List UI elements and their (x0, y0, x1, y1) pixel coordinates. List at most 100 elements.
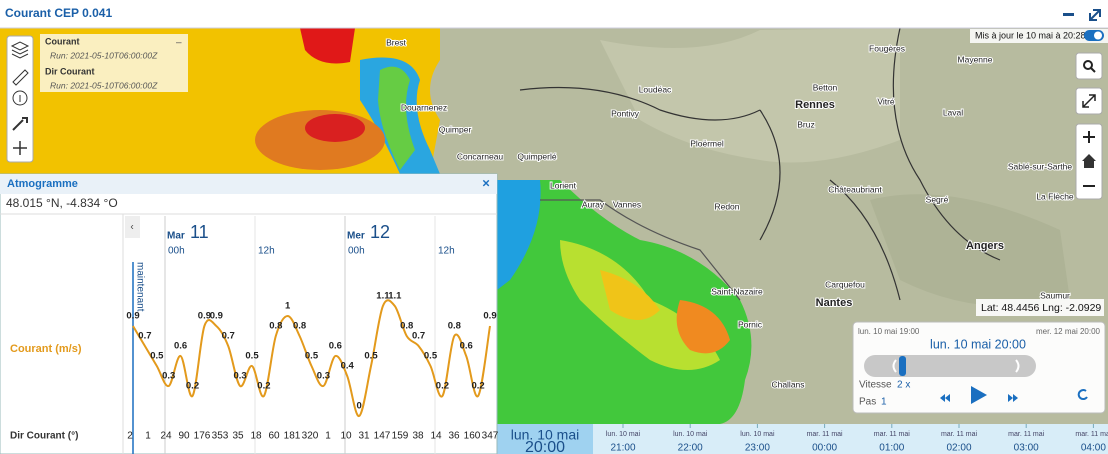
draw-button[interactable] (12, 69, 29, 86)
direction-value: 176 (194, 431, 211, 442)
timeline-date: lun. 10 mai (740, 431, 775, 438)
atmogramme-title: Atmogramme (7, 178, 78, 190)
data-label: 0.8 (448, 321, 461, 332)
atmogramme-location: 48.015 °N, -4.834 °O (6, 196, 118, 210)
timeline-time: 02:00 (946, 443, 971, 454)
direction-value: 159 (392, 431, 409, 442)
time-player: lun. 10 mai 19:00 mer. 12 mai 20:00 lun.… (852, 321, 1106, 414)
timeline-time: 22:00 (678, 443, 703, 454)
border (519, 27, 1001, 301)
app-title: Courant CEP 0.041 (5, 6, 112, 20)
place-label: Pontivy (611, 108, 640, 118)
fullscreen-glyph (1082, 94, 1096, 108)
tools-button[interactable] (12, 117, 28, 131)
place-label: Saint-Nazaire (711, 286, 763, 296)
search-button[interactable] (1075, 52, 1103, 80)
current-field (497, 180, 541, 290)
row-label: Courant (m/s) (10, 343, 82, 355)
place-label: Segré (926, 194, 949, 204)
map-controls (1075, 52, 1103, 200)
direction-value: 36 (448, 431, 460, 442)
timeline-current (497, 424, 593, 454)
place-label: Betton (813, 82, 838, 92)
player-current: lun. 10 mai 20:00 (930, 337, 1026, 351)
place-label: Ploërmel (690, 138, 724, 148)
data-label: 0.5 (424, 351, 438, 362)
direction-value: 181 (284, 431, 301, 442)
place-label: Châteaubriant (828, 184, 882, 194)
data-label: 0.7 (412, 331, 425, 342)
timeline-date: lun. 10 mai (673, 431, 708, 438)
forward-button[interactable] (1008, 394, 1018, 402)
direction-value: 10 (340, 431, 352, 442)
scroll-left[interactable] (125, 216, 140, 238)
data-label: 0.9 (126, 311, 139, 322)
timeline-date: mar. 11 mai (807, 431, 843, 438)
place-label: Vitré (877, 96, 895, 106)
timeline[interactable] (497, 424, 1108, 454)
speed-value[interactable]: 2 x (897, 380, 910, 391)
info-button[interactable] (12, 90, 28, 106)
place-label: Redon (714, 201, 739, 211)
place-label: Vannes (613, 199, 641, 209)
refresh-button[interactable] (1077, 389, 1088, 401)
layer-run: Run: 2021-05-10T06:00:00Z (50, 50, 158, 60)
direction-value: 147 (374, 431, 391, 442)
direction-value: 347 (482, 431, 499, 442)
home-button[interactable] (1082, 154, 1096, 168)
atmogramme-close[interactable]: × (482, 175, 490, 190)
terrain (870, 194, 1070, 307)
place-label: Angers (966, 240, 1004, 252)
direction-value: 18 (250, 431, 262, 442)
terrain (600, 28, 900, 163)
slider-handle[interactable] (899, 356, 906, 376)
data-label: 0.2 (186, 381, 199, 392)
timeline-time: 04:00 (1081, 443, 1106, 454)
timeline-date: mar. 11 mai (874, 431, 910, 438)
layer-name: Dir Courant (45, 66, 95, 76)
data-label: 0.5 (305, 351, 319, 362)
step-value[interactable]: 1 (881, 397, 887, 408)
data-label: 0.5 (364, 351, 378, 362)
search-glyph (1083, 60, 1093, 70)
current-field (378, 66, 415, 170)
header (0, 0, 1108, 28)
time-slider[interactable] (864, 355, 1036, 377)
place-label: Bruz (797, 119, 814, 129)
direction-value: 353 (212, 431, 229, 442)
timeline-time: 01:00 (879, 443, 904, 454)
place-label: Saumur (1040, 290, 1070, 300)
coordinates-box (976, 299, 1104, 316)
day-weekday: Mer (347, 231, 365, 242)
zoom-in-button[interactable] (1083, 131, 1095, 143)
place-label: Auray (582, 199, 605, 209)
minimize-button[interactable] (1063, 13, 1074, 16)
direction-value: 160 (464, 431, 481, 442)
scroll-left-glyph: ‹ (130, 222, 133, 233)
current-field (676, 300, 730, 354)
data-label: 1.1 (388, 291, 402, 302)
timeline-date: mar. 11 mai (1008, 431, 1044, 438)
layers-button[interactable] (10, 41, 30, 59)
maximize-button[interactable] (1089, 9, 1101, 21)
rewind-button[interactable] (940, 394, 950, 402)
add-button[interactable] (13, 141, 27, 155)
layers-collapse[interactable]: – (176, 38, 182, 49)
current-field (600, 270, 660, 320)
day-weekday: Mar (167, 231, 185, 242)
place-label: Quimper (439, 124, 472, 134)
player-end: mer. 12 mai 20:00 (1036, 327, 1101, 336)
data-label: 0.9 (483, 311, 496, 322)
coastline (540, 199, 741, 301)
play-button[interactable] (971, 386, 987, 404)
place-label: Douarnenez (401, 102, 447, 112)
step-label: Pas (859, 397, 876, 408)
data-label: 0.2 (257, 381, 270, 392)
atmogramme: Atmogramme × 48.015 °N, -4.834 °O ‹ main… (0, 173, 499, 454)
direction-value: 1 (325, 431, 331, 442)
place-label: Mayenne (958, 54, 993, 64)
direction-value: 60 (268, 431, 280, 442)
toolbar (6, 35, 34, 163)
place-label: Concarneau (457, 151, 504, 161)
direction-value: 14 (430, 431, 442, 442)
